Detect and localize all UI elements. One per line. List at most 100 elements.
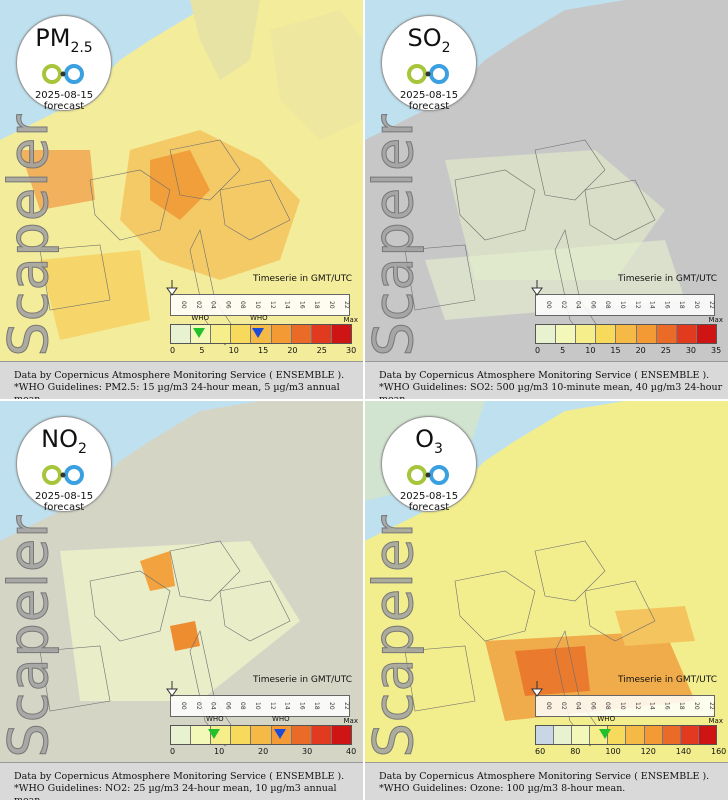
time-tick[interactable]: 08 (604, 301, 612, 309)
panel-o3: Scapeler O3 2025-08-15 forecast Timeseri… (365, 401, 728, 800)
time-tick[interactable]: 10 (254, 702, 261, 710)
pollutant-badge: NO2 2025-08-15 forecast (16, 416, 112, 513)
timeserie-ruler[interactable]: 00 02 04 06 08 10 12 14 16 18 20 22 (535, 294, 715, 316)
caption-who: *WHO Guidelines: PM2.5: 15 µg/m3 24-hour… (14, 382, 340, 399)
caption-source: Data by Copernicus Atmosphere Monitoring… (379, 771, 710, 782)
time-tick[interactable]: 04 (209, 301, 217, 309)
time-tick[interactable]: 12 (268, 301, 276, 309)
time-tick[interactable]: 18 (678, 301, 686, 309)
time-tick[interactable]: 14 (648, 702, 656, 710)
scale-value-label: 35 (711, 346, 722, 355)
time-tick[interactable]: 10 (619, 301, 626, 309)
time-tick[interactable]: 10 (254, 301, 261, 309)
time-tick[interactable]: 02 (194, 301, 202, 309)
scale-color-cell (211, 325, 232, 343)
scale-color-cell (576, 325, 597, 343)
scale-value-label: 120 (640, 747, 656, 756)
time-tick[interactable]: 00 (180, 301, 187, 309)
time-tick[interactable]: 14 (283, 301, 291, 309)
time-tick[interactable]: 22 (342, 301, 350, 309)
time-tick[interactable]: 06 (224, 301, 232, 309)
time-tick[interactable]: 16 (663, 301, 671, 309)
scale-value-label: 60 (535, 747, 546, 756)
who-label: WHO (206, 715, 224, 723)
scale-color-cell (311, 325, 332, 343)
scale-value-label: 160 (711, 747, 727, 756)
timeserie-label: Timeserie in GMT/UTC (252, 675, 352, 685)
time-tick[interactable]: 18 (313, 702, 321, 710)
time-tick[interactable]: 20 (328, 301, 335, 309)
caption: Data by Copernicus Atmosphere Monitoring… (0, 361, 363, 399)
scale-value-label: 0 (535, 346, 541, 355)
scale-color-cell (536, 726, 555, 744)
scale-value-label: 25 (316, 346, 327, 355)
time-tick[interactable]: 12 (633, 301, 641, 309)
who-marker-icon (599, 729, 612, 739)
time-tick[interactable]: 08 (239, 702, 247, 710)
timeserie-ruler[interactable]: 00 02 04 06 08 10 12 14 16 18 20 22 (535, 695, 715, 717)
time-tick[interactable]: 20 (693, 301, 700, 309)
time-tick[interactable]: 04 (574, 301, 582, 309)
time-tick[interactable]: 12 (268, 702, 276, 710)
scale-color-cell (271, 325, 292, 343)
pollutant-badge: PM2.5 2025-08-15 forecast (16, 15, 112, 112)
time-tick[interactable]: 18 (678, 702, 686, 710)
time-tick[interactable]: 04 (209, 702, 217, 710)
scapeler-logo-icon (36, 62, 92, 86)
time-tick[interactable]: 06 (224, 702, 232, 710)
timeserie-ruler[interactable]: 00 02 04 06 08 10 12 14 16 18 20 22 (170, 695, 350, 717)
scale-value-label: 100 (605, 747, 621, 756)
time-tick[interactable]: 16 (663, 702, 671, 710)
time-tick[interactable]: 22 (342, 702, 350, 710)
scale-color-cell (171, 325, 192, 343)
scapeler-watermark: Scapeler (365, 514, 426, 758)
time-tick[interactable]: 18 (313, 301, 321, 309)
forecast-date: 2025-08-15 (34, 89, 94, 101)
time-tick[interactable]: 02 (559, 702, 567, 710)
time-tick[interactable]: 20 (693, 702, 700, 710)
time-tick[interactable]: 02 (194, 702, 202, 710)
scale-max-label: Max (708, 717, 723, 725)
color-scale (535, 725, 717, 745)
scale-color-cell (696, 325, 716, 343)
who-marker-icon (208, 729, 220, 739)
scale-value-label: 25 (660, 346, 671, 355)
time-tick[interactable]: 22 (707, 301, 715, 309)
current-time-arrow-icon (166, 681, 178, 697)
time-tick[interactable]: 08 (604, 702, 612, 710)
time-tick[interactable]: 20 (328, 702, 335, 710)
caption-who: *WHO Guidelines: SO2: 500 µg/m3 10-minut… (379, 382, 723, 399)
time-tick[interactable]: 00 (545, 702, 552, 710)
europe-map-pm25[interactable] (0, 0, 363, 361)
time-tick[interactable]: 08 (239, 301, 247, 309)
scale-value-label: 140 (675, 747, 692, 756)
forecast-date: 2025-08-15 (399, 89, 459, 101)
legend: Timeserie in GMT/UTC 00 02 04 06 08 10 12 14 16 1… (525, 669, 727, 761)
time-tick[interactable]: 06 (589, 702, 597, 710)
scale-value-label: 20 (258, 747, 269, 756)
time-tick[interactable]: 04 (574, 702, 582, 710)
caption-source: Data by Copernicus Atmosphere Monitoring… (379, 370, 710, 381)
who-label: WHO (597, 715, 616, 723)
scale-color-cell (231, 325, 252, 343)
time-tick[interactable]: 22 (707, 702, 715, 710)
scale-value-label: 5 (199, 346, 205, 355)
scapeler-logo-icon (36, 463, 92, 487)
time-tick[interactable]: 12 (633, 702, 641, 710)
time-tick[interactable]: 00 (545, 301, 552, 309)
scapeler-logo-icon (401, 62, 457, 86)
time-tick[interactable]: 02 (559, 301, 567, 309)
time-tick[interactable]: 00 (180, 702, 187, 710)
time-tick[interactable]: 06 (589, 301, 597, 309)
scale-max-label: Max (343, 717, 358, 725)
scale-color-cell (554, 726, 573, 744)
time-tick[interactable]: 14 (648, 301, 656, 309)
scale-color-cell (616, 325, 637, 343)
time-tick[interactable]: 14 (283, 702, 291, 710)
time-tick[interactable]: 16 (298, 301, 306, 309)
time-tick[interactable]: 16 (298, 702, 306, 710)
caption-who: *WHO Guidelines: Ozone: 100 µg/m3 8-hour… (379, 783, 626, 794)
timeserie-ruler[interactable]: 00 02 04 06 08 10 12 14 16 18 20 22 (170, 294, 350, 316)
time-tick[interactable]: 10 (619, 702, 626, 710)
caption: Data by Copernicus Atmosphere Monitoring… (365, 361, 728, 399)
